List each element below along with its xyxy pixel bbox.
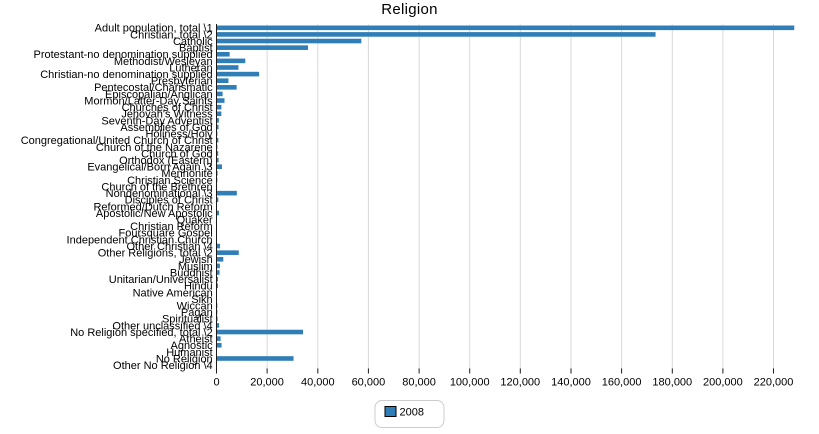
svg-text:Disciples of Christ: Disciples of Christ <box>125 195 213 207</box>
svg-text:Presbyterian: Presbyterian <box>151 76 213 88</box>
svg-text:Evangelical/Born Again \3: Evangelical/Born Again \3 <box>87 162 212 174</box>
svg-text:Apostolic/New Apostolic: Apostolic/New Apostolic <box>96 208 213 220</box>
svg-text:Adult population, total \1: Adult population, total \1 <box>95 23 213 35</box>
svg-text:Other Christian \4: Other Christian \4 <box>126 241 212 253</box>
svg-text:No Religion specified, total \: No Religion specified, total \2 <box>70 327 212 339</box>
svg-text:Muslim: Muslim <box>178 261 213 273</box>
svg-text:Other unclassified \4: Other unclassified \4 <box>112 320 212 332</box>
svg-text:Baptist: Baptist <box>179 43 213 55</box>
svg-text:Orthodox (Eastern): Orthodox (Eastern) <box>119 155 213 167</box>
svg-text:2008: 2008 <box>400 407 424 419</box>
svg-text:200,000: 200,000 <box>703 377 743 389</box>
svg-text:Assemblies of God: Assemblies of God <box>120 122 212 134</box>
svg-text:Protestant-no denomination sup: Protestant-no denomination supplied <box>34 49 213 61</box>
svg-text:Holiness/Holy: Holiness/Holy <box>145 129 213 141</box>
svg-text:Quaker: Quaker <box>177 215 213 227</box>
svg-text:Hindu: Hindu <box>184 281 213 293</box>
svg-text:220,000: 220,000 <box>754 377 794 389</box>
svg-text:20,000: 20,000 <box>250 377 284 389</box>
svg-text:No Religion: No Religion <box>156 353 213 365</box>
svg-text:Religion: Religion <box>381 1 438 18</box>
svg-text:Buddhist: Buddhist <box>170 267 213 279</box>
svg-text:80,000: 80,000 <box>402 377 436 389</box>
svg-text:Independent Christian Church: Independent Christian Church <box>67 234 213 246</box>
svg-text:Pagan: Pagan <box>181 307 213 319</box>
svg-text:Church of the Nazarene: Church of the Nazarene <box>96 142 213 154</box>
svg-text:Methodist/Wesleyan: Methodist/Wesleyan <box>114 56 213 68</box>
svg-text:Humanist: Humanist <box>166 347 212 359</box>
svg-text:0: 0 <box>213 377 219 389</box>
svg-text:140,000: 140,000 <box>551 377 591 389</box>
svg-text:Other Religions, total \2: Other Religions, total \2 <box>98 248 213 260</box>
svg-text:Agnostic: Agnostic <box>170 340 213 352</box>
svg-text:Episcopalian/Anglican: Episcopalian/Anglican <box>105 89 213 101</box>
svg-text:Atheist: Atheist <box>179 334 213 346</box>
svg-text:Churches of Christ: Churches of Christ <box>122 102 213 114</box>
svg-text:Christian-no denomination supp: Christian-no denomination supplied <box>40 69 212 81</box>
svg-text:Other No Religion \4: Other No Religion \4 <box>113 360 213 372</box>
svg-text:Foursquare Gospel: Foursquare Gospel <box>119 228 213 240</box>
svg-text:Christian Reform: Christian Reform <box>130 221 213 233</box>
svg-text:Native American: Native American <box>133 287 213 299</box>
svg-text:Seventh-Day Adventist: Seventh-Day Adventist <box>101 115 212 127</box>
svg-text:Pentecostal/Charismatic: Pentecostal/Charismatic <box>94 82 213 94</box>
svg-text:Wiccan: Wiccan <box>177 300 213 312</box>
svg-text:Church of the Brethren: Church of the Brethren <box>101 181 212 193</box>
svg-text:Reformed/Dutch Reform: Reformed/Dutch Reform <box>93 201 212 213</box>
svg-text:Lutheran: Lutheran <box>169 62 212 74</box>
svg-text:Jewish: Jewish <box>179 254 213 266</box>
svg-text:Jehovah's Witness: Jehovah's Witness <box>121 109 213 121</box>
svg-text:40,000: 40,000 <box>301 377 335 389</box>
svg-text:Church of God: Church of God <box>141 148 213 160</box>
svg-text:100,000: 100,000 <box>450 377 490 389</box>
svg-text:Catholic: Catholic <box>173 36 213 48</box>
svg-text:Christian Science: Christian Science <box>127 175 213 187</box>
svg-text:60,000: 60,000 <box>352 377 386 389</box>
svg-text:Nondenominational \3: Nondenominational \3 <box>106 188 213 200</box>
svg-text:Mennonite: Mennonite <box>161 168 212 180</box>
svg-text:180,000: 180,000 <box>652 377 692 389</box>
svg-text:120,000: 120,000 <box>500 377 540 389</box>
svg-text:Unitarian/Universalist: Unitarian/Universalist <box>109 274 213 286</box>
svg-text:Congregational/United Church o: Congregational/United Church of Christ <box>21 135 213 147</box>
svg-text:Christian, total \2: Christian, total \2 <box>130 29 213 41</box>
svg-text:Sikh: Sikh <box>191 294 212 306</box>
svg-text:160,000: 160,000 <box>602 377 642 389</box>
svg-text:Mormon/Latter-Day Saints: Mormon/Latter-Day Saints <box>84 95 213 107</box>
svg-text:Spiritualist: Spiritualist <box>162 314 213 326</box>
